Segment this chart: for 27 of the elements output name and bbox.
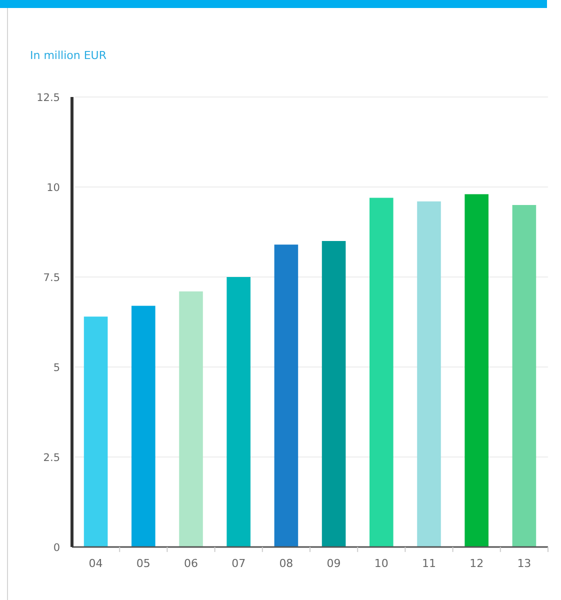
bar bbox=[322, 241, 346, 547]
x-tick-label: 12 bbox=[470, 557, 484, 570]
x-tick-label: 06 bbox=[184, 557, 198, 570]
bar bbox=[274, 244, 298, 547]
x-tick-label: 10 bbox=[374, 557, 388, 570]
bar bbox=[84, 316, 108, 547]
y-axis-title: In million EUR bbox=[30, 49, 107, 62]
x-tick-label: 11 bbox=[422, 557, 436, 570]
y-tick-label: 5 bbox=[53, 362, 60, 374]
y-tick-label: 2.5 bbox=[43, 452, 60, 464]
x-tick-label: 07 bbox=[232, 557, 246, 570]
x-tick-label: 09 bbox=[326, 557, 341, 570]
y-tick-label: 7.5 bbox=[43, 272, 60, 284]
y-tick-label: 12.5 bbox=[36, 92, 60, 104]
bar bbox=[417, 201, 441, 547]
bar bbox=[226, 277, 250, 547]
x-tick-label: 08 bbox=[279, 557, 294, 570]
bar bbox=[512, 205, 536, 547]
x-tick-label: 13 bbox=[517, 557, 532, 570]
bar bbox=[464, 194, 488, 547]
bar bbox=[132, 306, 156, 547]
x-tick-label: 04 bbox=[88, 557, 103, 570]
bar bbox=[179, 291, 203, 547]
bar bbox=[370, 198, 394, 547]
y-tick-label: 10 bbox=[46, 182, 60, 194]
x-tick-label: 05 bbox=[136, 557, 150, 570]
y-tick-label: 0 bbox=[53, 542, 60, 554]
